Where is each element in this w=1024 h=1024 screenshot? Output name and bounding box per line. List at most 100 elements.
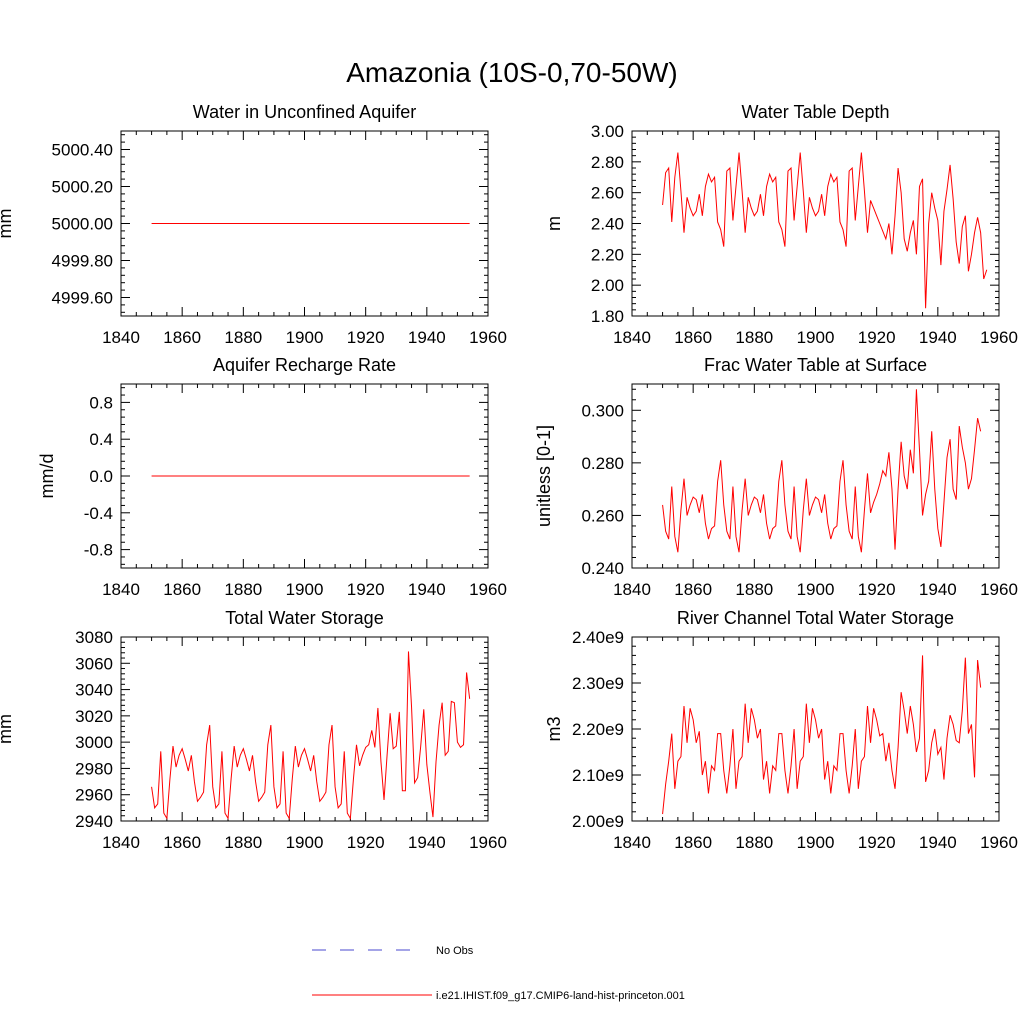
x-tick-label: 1840: [102, 328, 140, 347]
y-tick-label: 2.10e9: [572, 766, 624, 785]
x-tick-label: 1860: [674, 833, 712, 852]
x-tick-label: 1940: [919, 580, 957, 599]
chart-panel-4: Frac Water Table at Surface 1840 1860 1880 1…: [534, 355, 1018, 599]
y-tick-label: 2.00: [591, 276, 624, 295]
legend-label-no-obs: No Obs: [436, 945, 474, 957]
y-tick-label: 5000.40: [52, 141, 113, 160]
plot-frame: [631, 636, 1000, 822]
y-tick-label: 5000.20: [52, 178, 113, 197]
x-tick-label: 1840: [102, 833, 140, 852]
x-tick-label: 1900: [797, 833, 835, 852]
y-tick-label: 2.40: [591, 215, 624, 234]
y-axis-label: mm: [0, 209, 15, 239]
x-tick-label: 1960: [980, 580, 1018, 599]
y-tick-label: 2.20: [591, 245, 624, 264]
legend-label-simulation: i.e21.IHIST.f09_g17.CMIP6-land-hist-prin…: [436, 990, 685, 1002]
y-axis-label: unitless [0-1]: [534, 425, 554, 527]
x-tick-label: 1920: [858, 328, 896, 347]
series-line-1: [662, 389, 982, 553]
x-tick-label: 1920: [347, 833, 385, 852]
x-tick-label: 1880: [224, 328, 262, 347]
x-tick-label: 1920: [858, 833, 896, 852]
x-tick-label: 1840: [613, 580, 651, 599]
panel-title: Frac Water Table at Surface: [704, 355, 927, 375]
x-tick-label: 1920: [347, 328, 385, 347]
x-tick-label: 1860: [163, 833, 201, 852]
x-tick-label: 1940: [408, 328, 446, 347]
panel-title: Total Water Storage: [225, 608, 383, 628]
chart-panel-5: Total Water Storage 1840 1860 1880 1900 1920 1…: [0, 608, 507, 852]
y-tick-label: 2980: [75, 759, 113, 778]
x-tick-label: 1940: [919, 833, 957, 852]
y-tick-label: 0.8: [89, 393, 113, 412]
y-tick-label: 0.280: [581, 454, 624, 473]
x-tick-label: 1920: [347, 580, 385, 599]
x-tick-label: 1960: [469, 833, 507, 852]
y-axis-label: m: [544, 216, 564, 231]
x-tick-label: 1960: [469, 328, 507, 347]
y-tick-label: 0.0: [89, 467, 113, 486]
x-tick-label: 1860: [163, 328, 201, 347]
y-tick-label: 3060: [75, 654, 113, 673]
legend: No Obs i.e21.IHIST.f09_g17.CMIP6-land-hi…: [312, 945, 685, 1002]
x-tick-label: 1960: [980, 833, 1018, 852]
chart-panel-2: Water Table Depth 1840 1860 1880 1900 1920 194…: [544, 102, 1018, 347]
chart-panel-6: River Channel Total Water Storage 1840 186…: [544, 608, 1018, 852]
x-tick-label: 1920: [858, 580, 896, 599]
y-tick-label: 2.20e9: [572, 720, 624, 739]
x-tick-label: 1940: [408, 833, 446, 852]
y-axis-label: mm: [0, 714, 15, 744]
panel-title: Aquifer Recharge Rate: [213, 355, 396, 375]
y-tick-label: 2.80: [591, 153, 624, 172]
x-tick-label: 1860: [163, 580, 201, 599]
y-tick-label: 2.00e9: [572, 812, 624, 831]
y-tick-label: 3000: [75, 733, 113, 752]
y-tick-label: -0.8: [84, 541, 113, 560]
series-line-1: [151, 651, 471, 821]
y-tick-label: 0.4: [89, 430, 113, 449]
y-tick-label: -0.4: [84, 504, 113, 523]
y-tick-label: 2.60: [591, 184, 624, 203]
x-tick-label: 1880: [735, 580, 773, 599]
plot-frame: [120, 636, 489, 822]
x-tick-label: 1880: [224, 580, 262, 599]
x-tick-label: 1960: [980, 328, 1018, 347]
y-tick-label: 3080: [75, 628, 113, 647]
y-tick-label: 3020: [75, 707, 113, 726]
x-tick-label: 1880: [735, 833, 773, 852]
x-tick-label: 1900: [797, 328, 835, 347]
y-axis-label: mm/d: [37, 454, 57, 499]
y-tick-label: 0.260: [581, 506, 624, 525]
y-tick-label: 3040: [75, 681, 113, 700]
y-tick-label: 4999.80: [52, 252, 113, 271]
main-title: Amazonia (10S-0,70-50W): [346, 57, 677, 88]
plot-frame: [631, 383, 1000, 569]
x-tick-label: 1860: [674, 328, 712, 347]
x-tick-label: 1940: [919, 328, 957, 347]
x-tick-label: 1880: [224, 833, 262, 852]
y-tick-label: 0.240: [581, 559, 624, 578]
y-tick-label: 4999.60: [52, 289, 113, 308]
x-tick-label: 1900: [286, 833, 324, 852]
y-tick-label: 2940: [75, 812, 113, 831]
y-axis-label: m3: [544, 716, 564, 741]
y-tick-label: 2.30e9: [572, 674, 624, 693]
x-tick-label: 1840: [613, 833, 651, 852]
y-tick-label: 1.80: [591, 307, 624, 326]
panel-title: River Channel Total Water Storage: [677, 608, 954, 628]
chart-panel-3: Aquifer Recharge Rate 1840 1860 1880 1900 192…: [37, 355, 507, 599]
panel-title: Water Table Depth: [741, 102, 889, 122]
y-tick-label: 3.00: [591, 122, 624, 141]
x-tick-label: 1900: [797, 580, 835, 599]
y-tick-label: 0.300: [581, 401, 624, 420]
x-tick-label: 1860: [674, 580, 712, 599]
x-tick-label: 1840: [613, 328, 651, 347]
chart-panels: Water in Unconfined Aquifer 1840 1860 1880 1…: [0, 102, 1018, 852]
x-tick-label: 1940: [408, 580, 446, 599]
x-tick-label: 1880: [735, 328, 773, 347]
y-tick-label: 2.40e9: [572, 628, 624, 647]
x-tick-label: 1900: [286, 328, 324, 347]
y-tick-label: 5000.00: [52, 215, 113, 234]
panel-title: Water in Unconfined Aquifer: [193, 102, 416, 122]
